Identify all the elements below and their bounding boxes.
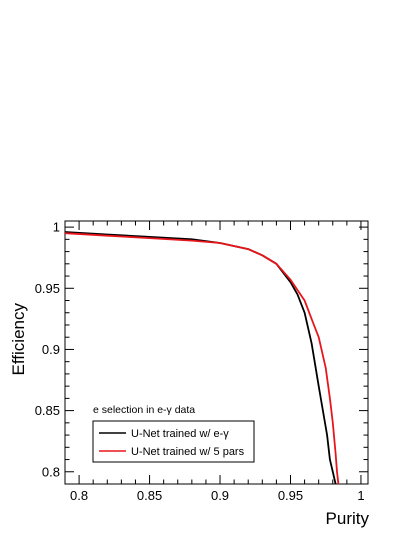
y-axis-title: Efficiency [9,303,28,376]
series-line-0 [65,231,337,484]
x-tick-label: 0.95 [278,488,303,503]
x-tick-label: 0.9 [211,488,229,503]
legend-label-0: U-Net trained w/ e-γ [131,428,229,440]
y-tick-label: 0.85 [35,403,60,418]
y-tick-label: 0.95 [35,281,60,296]
x-tick-label: 1 [357,488,364,503]
x-axis-title: Purity [326,509,370,528]
series-line-1 [65,232,340,484]
legend-box [92,420,255,463]
x-tick-label: 0.8 [70,488,88,503]
y-tick-label: 1 [53,220,60,235]
legend-label-1: U-Net trained w/ 5 pars [131,446,245,458]
y-tick-label: 0.9 [42,342,60,357]
plot-frame [64,220,369,485]
y-tick-label: 0.8 [42,464,60,479]
x-tick-label: 0.85 [137,488,162,503]
chart-annotation: e selection in e-γ data [93,404,195,416]
legend: U-Net trained w/ e-γ U-Net trained w/ 5 … [92,420,255,463]
